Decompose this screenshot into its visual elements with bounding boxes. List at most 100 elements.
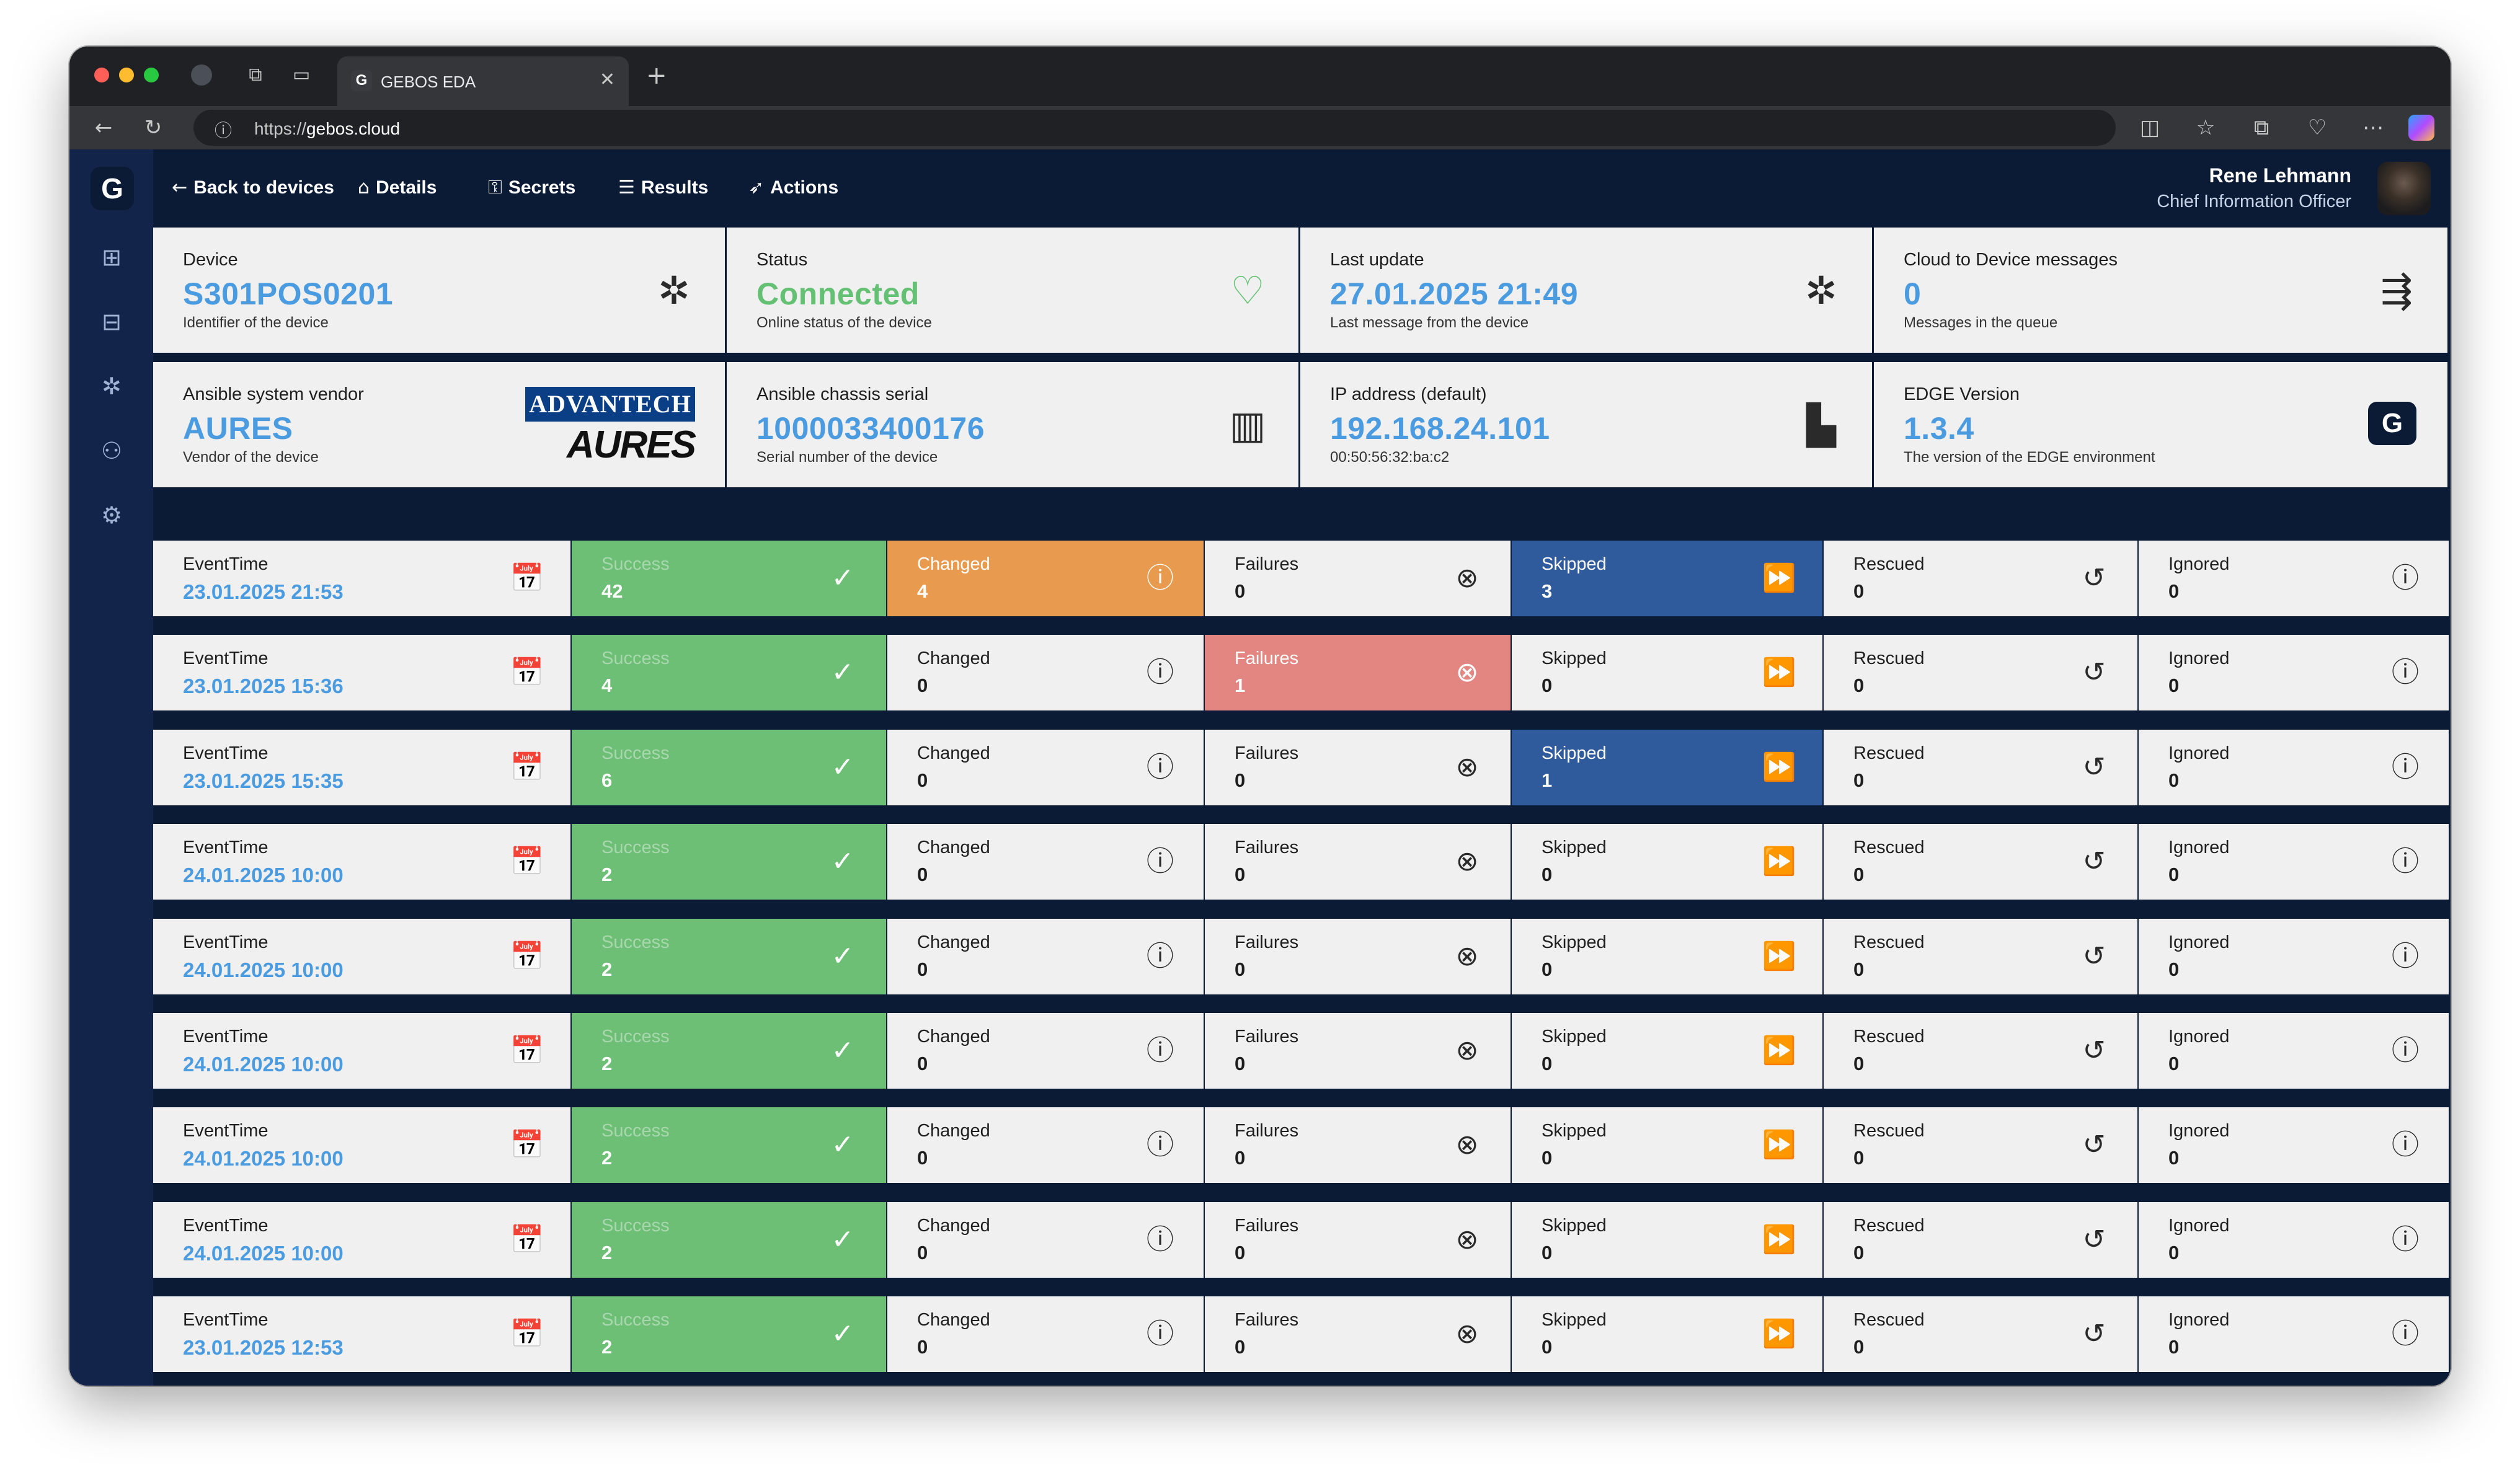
ignored-cell: Ignored 0 ⓘ <box>2139 1201 2449 1278</box>
result-row[interactable]: EventTime 24.01.2025 10:00 📅 Success 2 ✓ Chang… <box>153 1107 2451 1184</box>
failures-cell: Failures 0 ⊗ <box>1205 824 1511 900</box>
more-menu-icon[interactable]: ⋯ <box>2362 115 2384 140</box>
url-text[interactable]: https://gebos.cloud <box>254 119 401 138</box>
browser-tab[interactable]: G GEBOS EDA ✕ <box>337 56 629 106</box>
tab-secrets[interactable]: ⚿ Secrets <box>488 177 576 198</box>
copilot-icon[interactable] <box>2408 115 2434 141</box>
ignored-label: Ignored <box>2168 838 2230 858</box>
favorites-icon[interactable]: ☆ <box>2196 115 2216 140</box>
split-screen-icon[interactable]: ◫ <box>2139 115 2160 140</box>
time-label: EventTime <box>183 1121 268 1141</box>
result-row[interactable]: EventTime 24.01.2025 10:00 📅 Success 2 ✓ Chang… <box>153 824 2451 900</box>
result-row[interactable]: EventTime 23.01.2025 15:36 📅 Success 4 ✓ Chang… <box>153 635 2451 711</box>
ignored-value: 0 <box>2168 1241 2180 1263</box>
maximize-window-button[interactable] <box>144 68 159 82</box>
tab-actions-icon[interactable]: ▭ <box>292 64 311 86</box>
edge-version-card: EDGE Version 1.3.4 The version of the ED… <box>1874 362 2447 487</box>
rescued-label: Rescued <box>1853 838 1925 858</box>
tab-details[interactable]: ⌂ Details <box>358 177 437 198</box>
changed-cell: Changed 0 ⓘ <box>887 918 1204 994</box>
x-circle-icon: ⊗ <box>1455 1035 1479 1066</box>
tab-results[interactable]: ☰ Results <box>618 177 709 198</box>
success-label: Success <box>601 1310 670 1330</box>
devices-icon[interactable]: ⊟ <box>102 308 122 335</box>
fast-forward-icon: ⏩ <box>1762 562 1796 594</box>
changed-label: Changed <box>917 648 990 669</box>
gebos-logo[interactable]: G <box>91 167 134 210</box>
card-label: Last update <box>1330 250 1424 270</box>
failures-cell: Failures 1 ⊗ <box>1205 635 1511 711</box>
skipped-label: Skipped <box>1542 1121 1607 1141</box>
failures-value: 1 <box>1235 675 1246 697</box>
result-row[interactable]: EventTime 23.01.2025 15:35 📅 Success 6 ✓ Chang… <box>153 729 2451 805</box>
time-cell: EventTime 24.01.2025 10:00 📅 <box>153 918 570 994</box>
failures-value: 0 <box>1235 769 1246 791</box>
ignored-label: Ignored <box>2168 1215 2230 1236</box>
workspaces-icon[interactable]: ⧉ <box>249 64 262 86</box>
failures-cell: Failures 0 ⊗ <box>1205 541 1511 616</box>
changed-label: Changed <box>917 743 990 763</box>
time-cell: EventTime 24.01.2025 10:00 📅 <box>153 824 570 900</box>
address-bar[interactable]: ⓘ https://gebos.cloud <box>193 110 2116 146</box>
aures-logo: AURES <box>566 423 696 466</box>
failures-value: 0 <box>1235 580 1246 602</box>
time-value: 24.01.2025 10:00 <box>183 1147 344 1170</box>
dashboard-grid-icon[interactable]: ⊞ <box>102 244 122 271</box>
skipped-cell: Skipped 3 ⏩ <box>1512 541 1822 616</box>
minimize-window-button[interactable] <box>119 68 134 82</box>
site-info-icon[interactable]: ⓘ <box>215 120 233 141</box>
back-arrow-icon[interactable]: ← <box>94 115 113 140</box>
rescued-cell: Rescued 0 ↺ <box>1824 1107 2137 1184</box>
result-row[interactable]: EventTime 24.01.2025 10:00 📅 Success 2 ✓ Chang… <box>153 1013 2451 1089</box>
close-window-button[interactable] <box>94 68 109 82</box>
fast-forward-icon: ⏩ <box>1762 1318 1796 1350</box>
failures-label: Failures <box>1235 1121 1299 1141</box>
x-circle-icon: ⊗ <box>1455 562 1479 594</box>
network-hub-icon[interactable]: ✲ <box>102 373 122 400</box>
user-avatar[interactable] <box>2377 162 2431 215</box>
reload-icon[interactable]: ↻ <box>144 115 162 140</box>
failures-value: 0 <box>1235 1147 1246 1169</box>
settings-gear-icon[interactable]: ⚙ <box>100 502 123 529</box>
success-cell: Success 2 ✓ <box>572 1296 886 1373</box>
rescued-value: 0 <box>1853 1241 1865 1263</box>
result-row[interactable]: EventTime 24.01.2025 10:00 📅 Success 2 ✓ Chang… <box>153 1201 2451 1278</box>
card-subtitle: Last message from the device <box>1330 314 1529 331</box>
calendar-clock-icon: 📅 <box>510 657 544 689</box>
card-subtitle: Messages in the queue <box>1904 314 2058 331</box>
ignored-value: 0 <box>2168 1147 2180 1169</box>
check-circle-icon: ✓ <box>831 562 854 594</box>
skipped-value: 1 <box>1542 769 1553 791</box>
time-cell: EventTime 24.01.2025 10:00 📅 <box>153 1201 570 1278</box>
x-circle-icon: ⊗ <box>1455 657 1479 689</box>
result-row[interactable]: EventTime 23.01.2025 12:53 📅 Success 2 ✓ Chang… <box>153 1296 2451 1373</box>
result-row[interactable]: EventTime 24.01.2025 10:00 📅 Success 2 ✓ Chang… <box>153 918 2451 994</box>
profile-avatar-icon[interactable] <box>191 64 212 86</box>
failures-value: 0 <box>1235 1053 1246 1074</box>
queue-count: 0 <box>1904 277 1922 311</box>
tab-close-icon[interactable]: ✕ <box>599 69 615 91</box>
tab-actions[interactable]: ➶ Actions <box>748 177 839 198</box>
time-value: 23.01.2025 15:36 <box>183 675 344 698</box>
x-circle-icon: ⊗ <box>1455 751 1479 783</box>
time-label: EventTime <box>183 1215 268 1236</box>
failures-label: Failures <box>1235 1215 1299 1236</box>
collections-icon[interactable]: ⧉ <box>2253 115 2269 140</box>
info-circle-icon: ⓘ <box>2392 846 2419 878</box>
back-to-devices-link[interactable]: ← Back to devices <box>172 177 334 198</box>
failures-cell: Failures 0 ⊗ <box>1205 1013 1511 1089</box>
x-circle-icon: ⊗ <box>1455 1223 1479 1255</box>
fast-forward-icon: ⏩ <box>1762 751 1796 783</box>
topology-icon[interactable]: ⚇ <box>100 437 123 464</box>
success-label: Success <box>601 1121 670 1141</box>
ip-address-card: IP address (default) 192.168.24.101 00:5… <box>1300 362 1872 487</box>
changed-value: 0 <box>917 769 928 791</box>
skipped-label: Skipped <box>1542 1310 1607 1330</box>
skipped-cell: Skipped 0 ⏩ <box>1512 824 1822 900</box>
ethernet-port-icon: ▙ <box>1806 402 1836 448</box>
new-tab-button[interactable]: + <box>646 61 667 90</box>
browser-essentials-icon[interactable]: ♡ <box>2307 115 2327 140</box>
last-update-card: Last update 27.01.2025 21:49 Last messag… <box>1300 228 1872 353</box>
changed-cell: Changed 4 ⓘ <box>887 541 1204 616</box>
result-row[interactable]: EventTime 23.01.2025 21:53 📅 Success 42 ✓ Chan… <box>153 541 2451 616</box>
